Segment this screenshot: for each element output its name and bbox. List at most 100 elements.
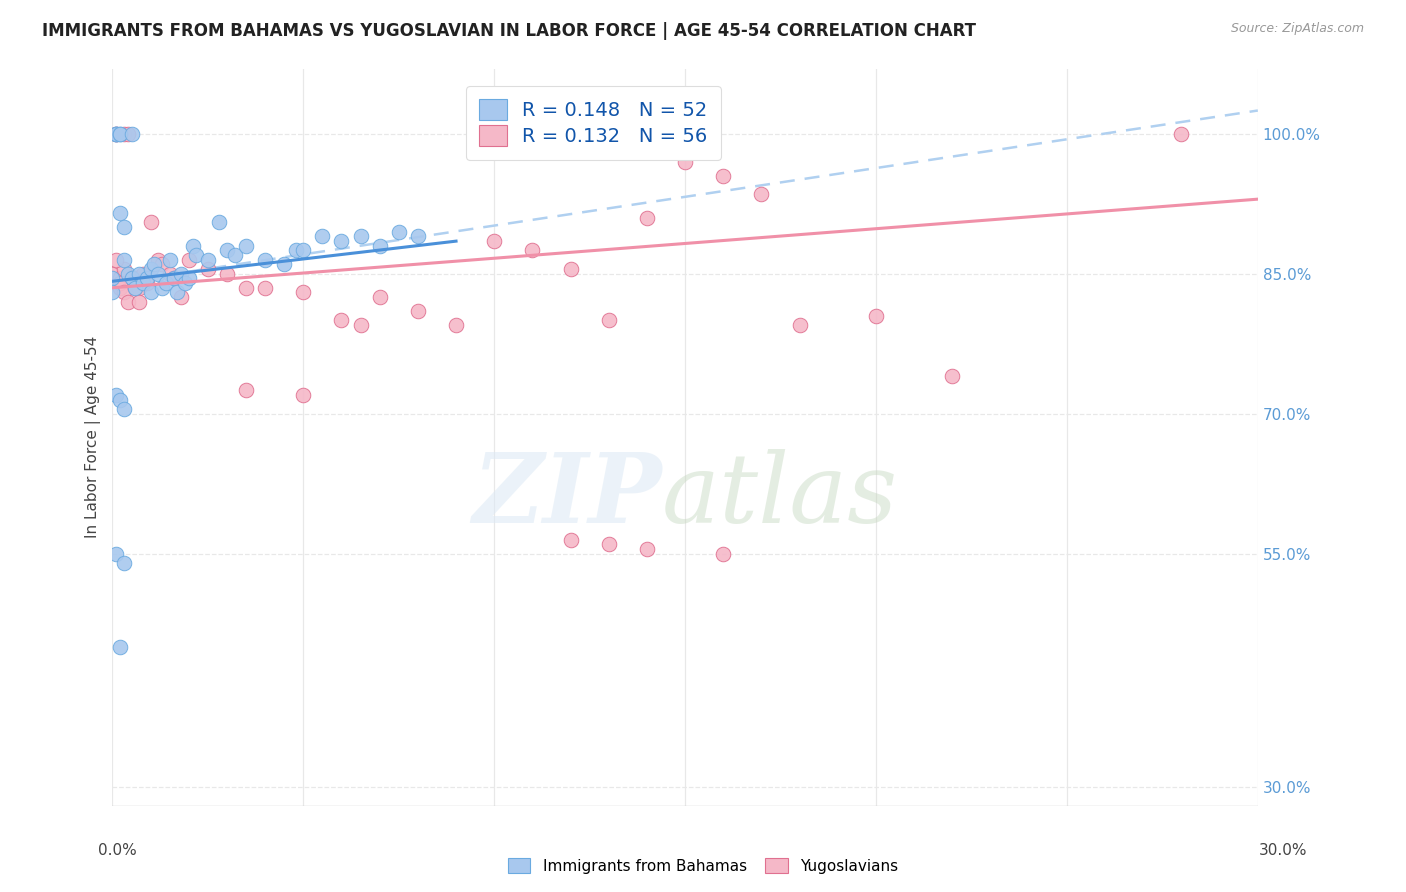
Point bbox=[292, 244, 315, 258]
Point bbox=[108, 281, 131, 295]
Text: Source: ZipAtlas.com: Source: ZipAtlas.com bbox=[1230, 22, 1364, 36]
Point bbox=[292, 285, 315, 300]
Point bbox=[117, 294, 139, 309]
Point bbox=[112, 127, 135, 141]
Point bbox=[105, 127, 128, 141]
Point bbox=[124, 281, 146, 295]
Point bbox=[112, 220, 135, 235]
Point bbox=[388, 225, 411, 239]
Point bbox=[560, 262, 582, 277]
Point bbox=[197, 262, 219, 277]
Point bbox=[484, 234, 506, 248]
Point bbox=[112, 262, 135, 277]
Point bbox=[215, 244, 238, 258]
Y-axis label: In Labor Force | Age 45-54: In Labor Force | Age 45-54 bbox=[86, 336, 101, 538]
Point bbox=[330, 234, 353, 248]
Point bbox=[284, 244, 307, 258]
Point bbox=[162, 271, 184, 285]
Point bbox=[254, 281, 277, 295]
Point bbox=[170, 267, 193, 281]
Point bbox=[235, 239, 257, 253]
Point bbox=[112, 285, 135, 300]
Point bbox=[101, 267, 124, 281]
Point bbox=[112, 402, 135, 417]
Point bbox=[174, 276, 197, 290]
Point bbox=[159, 252, 181, 267]
Point bbox=[128, 267, 150, 281]
Point bbox=[132, 267, 155, 281]
Point bbox=[105, 252, 128, 267]
Point bbox=[170, 290, 193, 304]
Point bbox=[101, 271, 124, 285]
Point bbox=[132, 276, 155, 290]
Point bbox=[636, 542, 658, 557]
Point bbox=[444, 318, 467, 332]
Point bbox=[159, 267, 181, 281]
Point bbox=[254, 252, 277, 267]
Point bbox=[139, 285, 162, 300]
Point bbox=[124, 271, 146, 285]
Point bbox=[197, 252, 219, 267]
Point bbox=[121, 127, 143, 141]
Point bbox=[150, 281, 173, 295]
Point bbox=[865, 309, 887, 323]
Point bbox=[636, 211, 658, 225]
Point bbox=[108, 206, 131, 220]
Point bbox=[128, 294, 150, 309]
Point bbox=[105, 127, 128, 141]
Point bbox=[598, 313, 620, 327]
Point bbox=[208, 215, 231, 229]
Point bbox=[105, 127, 128, 141]
Text: atlas: atlas bbox=[662, 449, 898, 543]
Point bbox=[121, 276, 143, 290]
Point bbox=[128, 281, 150, 295]
Text: 30.0%: 30.0% bbox=[1260, 843, 1308, 858]
Legend: Immigrants from Bahamas, Yugoslavians: Immigrants from Bahamas, Yugoslavians bbox=[502, 852, 904, 880]
Point bbox=[148, 267, 170, 281]
Point bbox=[941, 369, 963, 384]
Point bbox=[162, 271, 184, 285]
Point bbox=[117, 127, 139, 141]
Point bbox=[177, 271, 200, 285]
Point bbox=[135, 276, 157, 290]
Point bbox=[117, 267, 139, 281]
Point bbox=[186, 248, 208, 262]
Point bbox=[224, 248, 246, 262]
Point bbox=[150, 257, 173, 271]
Point bbox=[751, 187, 773, 202]
Point bbox=[235, 281, 257, 295]
Point bbox=[108, 127, 131, 141]
Point bbox=[166, 285, 188, 300]
Point bbox=[273, 257, 295, 271]
Point bbox=[155, 276, 177, 290]
Point bbox=[292, 388, 315, 402]
Point bbox=[311, 229, 333, 244]
Point bbox=[101, 285, 124, 300]
Point bbox=[139, 215, 162, 229]
Point bbox=[135, 271, 157, 285]
Point bbox=[108, 271, 131, 285]
Point bbox=[368, 239, 391, 253]
Point bbox=[673, 154, 696, 169]
Point bbox=[112, 252, 135, 267]
Point bbox=[215, 267, 238, 281]
Point bbox=[105, 127, 128, 141]
Point bbox=[101, 271, 124, 285]
Point bbox=[108, 392, 131, 407]
Legend: R = 0.148   N = 52, R = 0.132   N = 56: R = 0.148 N = 52, R = 0.132 N = 56 bbox=[465, 86, 721, 160]
Point bbox=[181, 239, 204, 253]
Point bbox=[148, 252, 170, 267]
Point bbox=[108, 640, 131, 654]
Point bbox=[406, 304, 429, 318]
Point bbox=[121, 271, 143, 285]
Point bbox=[598, 537, 620, 551]
Point bbox=[105, 388, 128, 402]
Point bbox=[108, 276, 131, 290]
Text: 0.0%: 0.0% bbox=[98, 843, 138, 858]
Point bbox=[124, 281, 146, 295]
Point bbox=[368, 290, 391, 304]
Point bbox=[1170, 127, 1192, 141]
Point bbox=[112, 556, 135, 570]
Point bbox=[406, 229, 429, 244]
Point bbox=[560, 533, 582, 547]
